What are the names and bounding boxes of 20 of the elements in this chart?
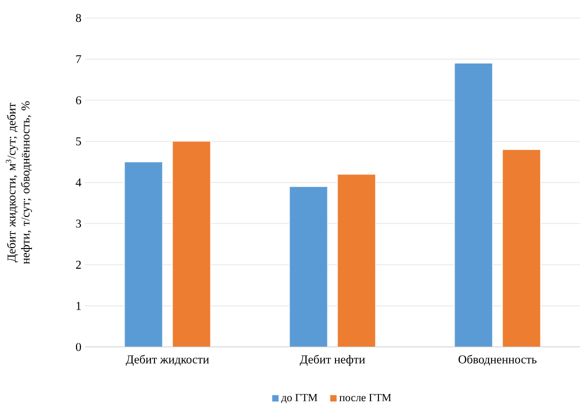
y-tick-label: 5 [76,138,82,146]
bar [337,174,376,348]
y-tick-label: 6 [76,96,82,104]
y-tick-label: 7 [76,55,82,64]
x-tick-label: Дебит жидкости [126,354,209,366]
y-tick-label: 0 [76,343,82,352]
x-tick-label: Обводненность [458,354,537,366]
y-tick-label: 4 [76,178,82,187]
x-tick-label: Дебит нефти [300,354,365,366]
legend-label: после ГТМ [339,394,392,402]
y-tick-label: 3 [76,220,82,228]
bar [502,149,541,348]
y-tick-label: 1 [76,302,81,310]
bar [289,186,328,348]
y-tick-label: 8 [76,14,82,22]
bar [454,63,493,348]
y-tick-label: 2 [76,260,81,269]
bar [172,141,211,348]
legend-label: до ГТМ [281,394,318,404]
bar [124,162,163,348]
